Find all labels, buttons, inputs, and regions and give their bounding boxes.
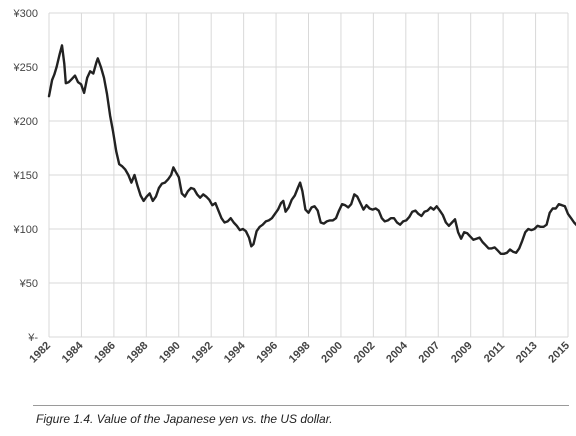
x-tick-label: 1994 <box>222 339 248 365</box>
x-tick-label: 2013 <box>514 340 540 366</box>
gridlines <box>48 12 569 338</box>
x-tick-label: 1986 <box>92 340 118 366</box>
y-tick-label: ¥- <box>27 332 38 344</box>
x-tick-label: 1992 <box>190 340 216 366</box>
x-tick-label: 2000 <box>319 340 345 366</box>
yen-series-line <box>47 44 576 255</box>
x-tick-label: 1996 <box>254 340 280 366</box>
x-tick-label: 1984 <box>60 339 86 365</box>
y-tick-label: ¥150 <box>13 170 38 182</box>
x-tick-label: 2011 <box>482 340 507 365</box>
x-tick-label: 1990 <box>157 340 183 366</box>
x-tick-label: 2007 <box>417 340 443 366</box>
x-tick-label: 2004 <box>384 339 410 365</box>
y-tick-label: ¥100 <box>13 224 38 236</box>
y-tick-label: ¥250 <box>13 62 38 74</box>
line-chart: ¥-¥50¥100¥150¥200¥250¥300 1982 1984 1986 19… <box>13 8 576 365</box>
x-tick-label: 1998 <box>287 340 313 366</box>
caption-rule <box>33 405 569 406</box>
x-tick-label: 2002 <box>352 340 378 366</box>
y-axis-tick-labels: ¥- ¥50 ¥100 ¥150 ¥200 ¥250 ¥300 <box>13 8 39 344</box>
x-tick-label: 2015 <box>546 340 572 366</box>
figure-caption: Figure 1.4. Value of the Japanese yen vs… <box>36 412 333 426</box>
y-tick-label: ¥50 <box>19 278 38 290</box>
x-tick-label: 2009 <box>449 340 475 366</box>
y-tick-label: ¥300 <box>13 8 38 20</box>
x-axis-tick-labels: 1982 1984 1986 1988 1990 1992 1994 1996 1998 2000… <box>27 339 572 365</box>
x-tick-label: 1988 <box>125 340 151 366</box>
y-tick-label: ¥200 <box>13 116 38 128</box>
